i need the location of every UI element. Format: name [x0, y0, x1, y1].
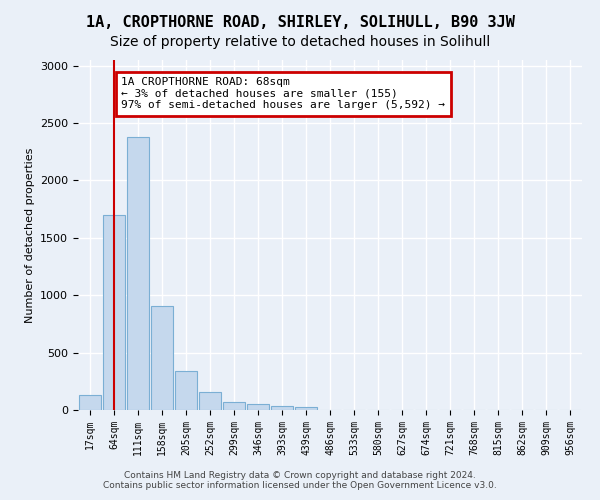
Bar	[295, 407, 317, 410]
Text: 1A CROPTHORNE ROAD: 68sqm
← 3% of detached houses are smaller (155)
97% of semi-: 1A CROPTHORNE ROAD: 68sqm ← 3% of detach…	[121, 77, 445, 110]
Y-axis label: Number of detached properties: Number of detached properties	[25, 148, 35, 322]
Bar	[223, 402, 245, 410]
Bar	[247, 404, 269, 410]
Bar	[199, 392, 221, 410]
Bar	[151, 306, 173, 410]
Bar	[175, 371, 197, 410]
Bar	[127, 137, 149, 410]
Text: Contains HM Land Registry data © Crown copyright and database right 2024.
Contai: Contains HM Land Registry data © Crown c…	[103, 470, 497, 490]
Bar	[271, 406, 293, 410]
Text: 1A, CROPTHORNE ROAD, SHIRLEY, SOLIHULL, B90 3JW: 1A, CROPTHORNE ROAD, SHIRLEY, SOLIHULL, …	[86, 15, 514, 30]
Bar	[103, 215, 125, 410]
Text: Size of property relative to detached houses in Solihull: Size of property relative to detached ho…	[110, 35, 490, 49]
Bar	[79, 395, 101, 410]
